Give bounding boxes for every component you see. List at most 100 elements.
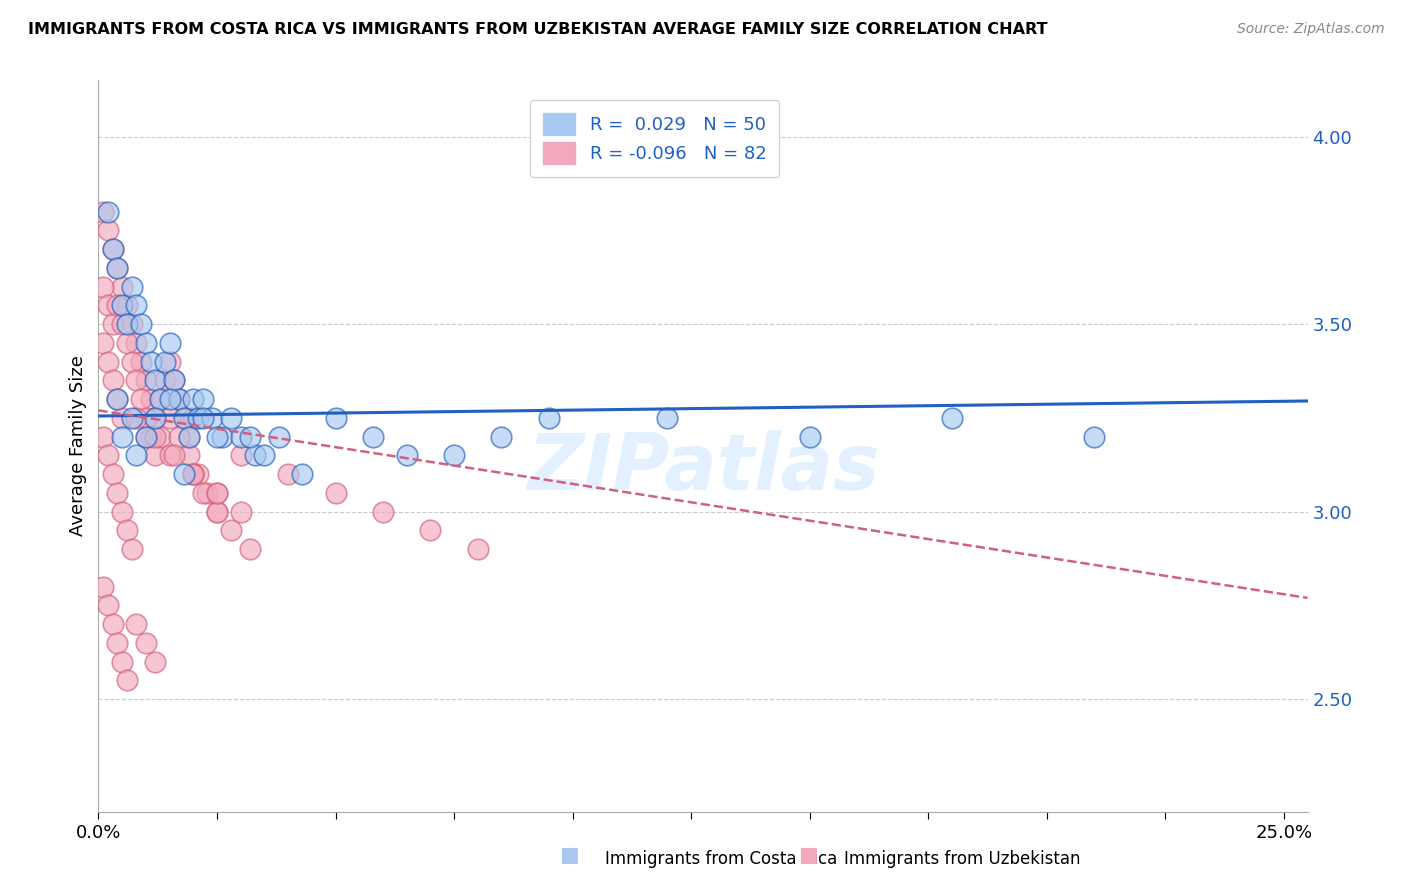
Point [91, 204, 114, 219]
Point [101, 242, 124, 256]
Point [253, 449, 276, 463]
Point [443, 449, 465, 463]
Point [657, 410, 679, 425]
Point [325, 410, 347, 425]
Point [149, 392, 172, 406]
Text: Source: ZipAtlas.com: Source: ZipAtlas.com [1237, 22, 1385, 37]
Point [111, 298, 134, 312]
Point [219, 524, 242, 538]
Point [173, 410, 195, 425]
Point [187, 410, 209, 425]
Point [167, 392, 190, 406]
Point [121, 354, 143, 368]
Point [205, 486, 228, 500]
Point [111, 429, 134, 443]
Point [205, 486, 228, 500]
Point [101, 317, 124, 331]
Point [111, 410, 134, 425]
Point [135, 429, 157, 443]
Point [143, 655, 166, 669]
Point [799, 429, 821, 443]
Point [143, 429, 166, 443]
Point [149, 429, 172, 443]
Point [97, 204, 120, 219]
Point [115, 317, 138, 331]
Point [105, 260, 128, 275]
Point [371, 505, 394, 519]
Point [91, 580, 114, 594]
Point [1083, 429, 1105, 443]
Point [229, 505, 252, 519]
Point [177, 429, 200, 443]
Text: ■: ■ [799, 846, 818, 865]
Point [111, 317, 134, 331]
Point [159, 392, 181, 406]
Point [163, 373, 186, 387]
Point [163, 373, 186, 387]
Point [163, 449, 186, 463]
Point [115, 335, 138, 350]
Point [121, 317, 143, 331]
Point [143, 449, 166, 463]
Text: ■: ■ [560, 846, 579, 865]
Point [173, 467, 195, 482]
Point [467, 542, 489, 557]
Point [143, 410, 166, 425]
Point [419, 524, 441, 538]
Text: IMMIGRANTS FROM COSTA RICA VS IMMIGRANTS FROM UZBEKISTAN AVERAGE FAMILY SIZE COR: IMMIGRANTS FROM COSTA RICA VS IMMIGRANTS… [28, 22, 1047, 37]
Point [105, 392, 128, 406]
Point [325, 486, 347, 500]
Point [229, 429, 252, 443]
Point [115, 673, 138, 688]
Point [91, 429, 114, 443]
Point [491, 429, 513, 443]
Point [125, 373, 148, 387]
Point [219, 410, 242, 425]
Point [167, 392, 190, 406]
Text: Immigrants from Uzbekistan: Immigrants from Uzbekistan [844, 850, 1080, 868]
Point [97, 354, 120, 368]
Legend: R =  0.029   N = 50, R = -0.096   N = 82: R = 0.029 N = 50, R = -0.096 N = 82 [530, 100, 779, 177]
Point [101, 467, 124, 482]
Point [121, 542, 143, 557]
Point [159, 354, 181, 368]
Point [111, 655, 134, 669]
Point [101, 373, 124, 387]
Point [105, 392, 128, 406]
Point [121, 279, 143, 293]
Point [159, 335, 181, 350]
Point [191, 410, 214, 425]
Point [125, 410, 148, 425]
Point [267, 429, 290, 443]
Point [105, 260, 128, 275]
Point [537, 410, 560, 425]
Point [243, 449, 266, 463]
Point [129, 354, 152, 368]
Point [153, 373, 176, 387]
Point [97, 223, 120, 237]
Point [239, 542, 262, 557]
Point [177, 449, 200, 463]
Point [115, 524, 138, 538]
Point [201, 410, 224, 425]
Point [941, 410, 963, 425]
Point [125, 335, 148, 350]
Point [139, 392, 162, 406]
Point [135, 373, 157, 387]
Point [181, 410, 204, 425]
Point [125, 617, 148, 632]
Point [181, 392, 204, 406]
Point [105, 486, 128, 500]
Point [395, 449, 418, 463]
Point [139, 354, 162, 368]
Point [121, 410, 143, 425]
Point [167, 429, 190, 443]
Point [105, 636, 128, 650]
Point [97, 449, 120, 463]
Point [191, 392, 214, 406]
Point [91, 279, 114, 293]
Text: ZIPatlas: ZIPatlas [527, 430, 879, 506]
Point [181, 467, 204, 482]
Point [143, 373, 166, 387]
Text: Immigrants from Costa Rica: Immigrants from Costa Rica [605, 850, 837, 868]
